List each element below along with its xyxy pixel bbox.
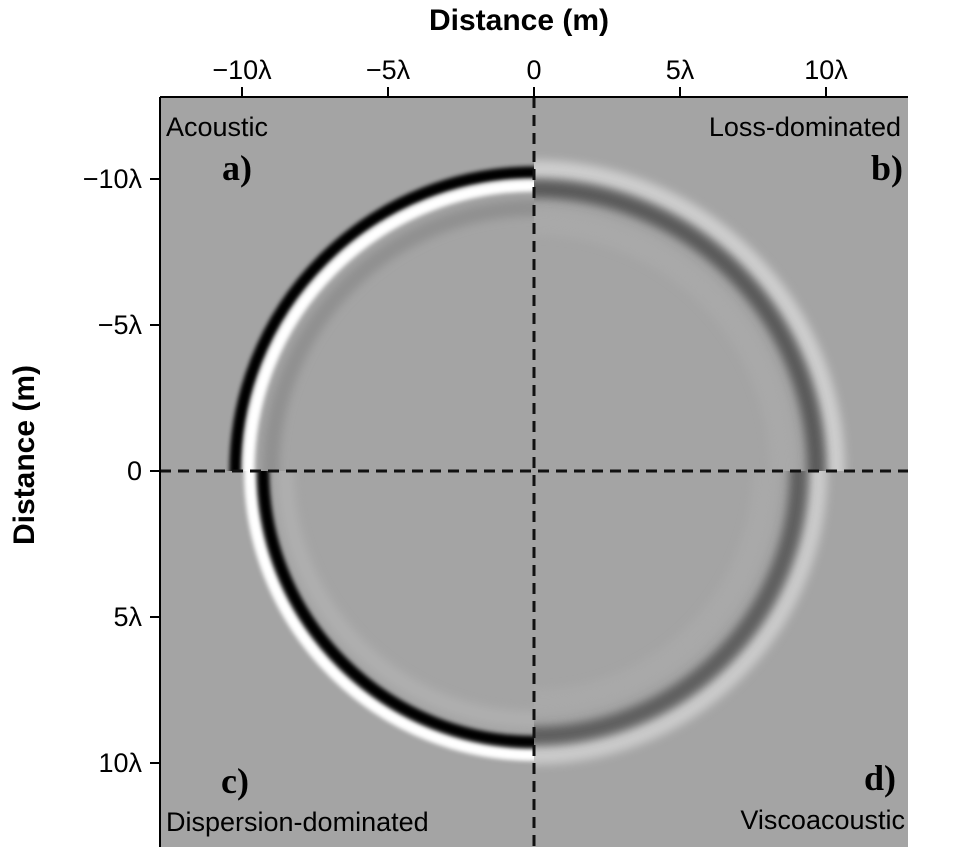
x-tick-label: −5λ — [366, 55, 411, 85]
panel-b-name: Loss-dominated — [709, 112, 901, 142]
panel-c-name: Dispersion-dominated — [166, 807, 429, 837]
x-tick-label: 10λ — [804, 55, 848, 85]
y-tick-label: 5λ — [113, 602, 142, 632]
x-tick-label: 0 — [526, 55, 541, 85]
panel-a-name: Acoustic — [166, 112, 268, 142]
y-tick-label: 10λ — [98, 748, 142, 778]
panel-d-name: Viscoacoustic — [740, 805, 905, 835]
panel-b-letter: b) — [871, 148, 903, 188]
y-tick-label: −10λ — [83, 164, 143, 194]
panel-c-letter: c) — [221, 761, 249, 801]
x-axis-ticks: −10λ −5λ 0 5λ 10λ — [212, 55, 848, 97]
y-axis-title: Distance (m) — [8, 365, 41, 545]
x-axis-title: Distance (m) — [429, 4, 609, 37]
y-axis-ticks: −10λ −5λ 0 5λ 10λ — [83, 164, 160, 778]
panel-b-wavefront — [534, 160, 845, 471]
x-tick-label: −10λ — [212, 55, 272, 85]
y-tick-label: −5λ — [98, 310, 143, 340]
y-tick-label: 0 — [127, 456, 142, 486]
panel-a-letter: a) — [222, 148, 252, 188]
x-tick-label: 5λ — [666, 55, 695, 85]
panel-b-ring-trailing — [534, 209, 796, 471]
panel-d-letter: d) — [864, 758, 896, 798]
